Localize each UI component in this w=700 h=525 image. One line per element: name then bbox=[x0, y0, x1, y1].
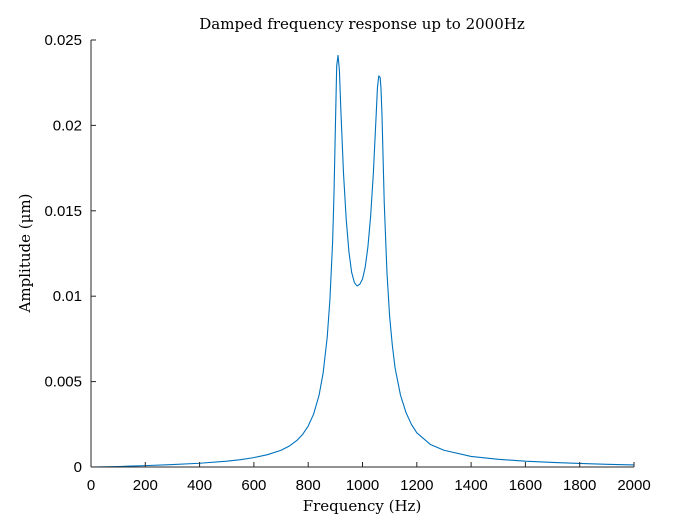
x-axis-label: Frequency (Hz) bbox=[303, 497, 422, 515]
x-tick-label: 1000 bbox=[346, 477, 379, 494]
plot-area bbox=[90, 54, 635, 468]
x-tick-label: 0 bbox=[87, 477, 95, 494]
x-tick-label: 800 bbox=[296, 477, 321, 494]
x-tick-label: 600 bbox=[241, 477, 266, 494]
axes bbox=[90, 40, 634, 468]
y-tick-label: 0.025 bbox=[44, 32, 82, 49]
x-tick-label: 400 bbox=[187, 477, 212, 494]
y-axis-ticks: 0 0.005 0.01 0.015 0.02 0.025 bbox=[44, 32, 96, 476]
y-tick-label: 0.02 bbox=[53, 117, 82, 134]
series-line bbox=[90, 54, 635, 468]
y-tick-label: 0.015 bbox=[44, 203, 82, 220]
x-axis-ticks: 0 200 400 600 800 1000 1200 1400 1600 1800 2000 bbox=[87, 462, 651, 494]
y-tick-label: 0.005 bbox=[44, 374, 82, 391]
x-tick-label: 2000 bbox=[617, 477, 650, 494]
x-tick-label: 1800 bbox=[563, 477, 596, 494]
y-tick-label: 0 bbox=[74, 459, 82, 476]
y-axis-label: Amplitude (μm) bbox=[16, 194, 34, 314]
y-tick-label: 0.01 bbox=[53, 288, 82, 305]
chart-title: Damped frequency response up to 2000Hz bbox=[199, 15, 525, 33]
x-tick-label: 1200 bbox=[400, 477, 433, 494]
x-tick-label: 1600 bbox=[509, 477, 542, 494]
x-tick-label: 1400 bbox=[454, 477, 487, 494]
x-tick-label: 200 bbox=[133, 477, 158, 494]
